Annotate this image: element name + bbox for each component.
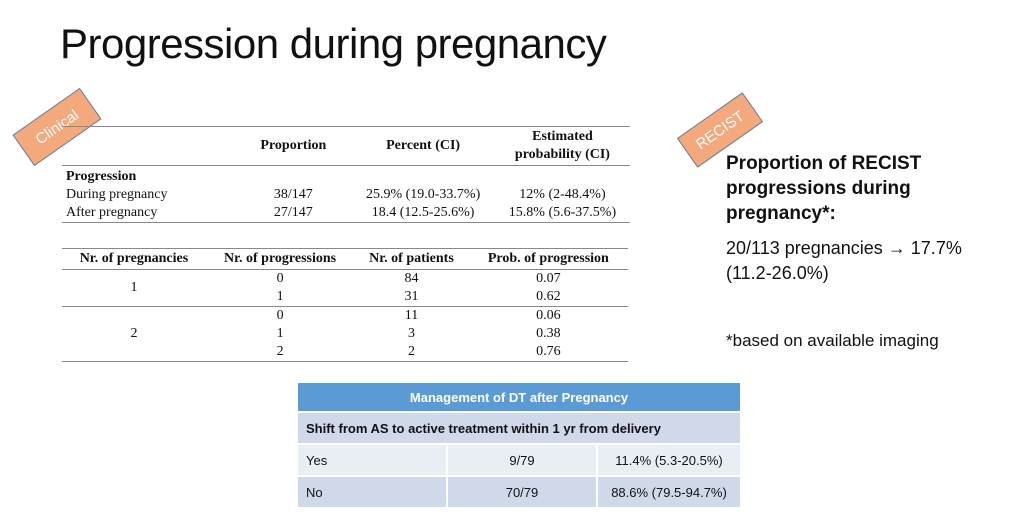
group-pregnancies: 1: [62, 269, 206, 307]
cell-progressions: 0: [276, 308, 284, 323]
row-percent: 11.4% (5.3-20.5%): [596, 443, 742, 477]
row-proportion: 27/147: [273, 205, 313, 220]
row-percent: 25.9% (19.0-33.7%): [365, 187, 481, 202]
cell-patients: 84: [404, 271, 419, 286]
section-label: Progression: [66, 169, 137, 184]
row-estimated: 15.8% (5.6-37.5%): [508, 205, 617, 220]
recist-value-line1: 20/113 pregnancies → 17.7%: [726, 238, 962, 258]
row-label: After pregnancy: [66, 205, 158, 220]
header-estimated: Estimated probability (CI): [494, 126, 630, 166]
row-fraction: 9/79: [446, 443, 598, 477]
row-percent: 88.6% (79.5-94.7%): [596, 475, 742, 509]
table-row: 1 3 0.38: [62, 325, 628, 343]
section-row: Progression: [62, 166, 630, 187]
row-percent: 18.4 (12.5-25.6%): [371, 205, 475, 220]
cell-patients: 11: [404, 308, 419, 323]
slide-title: Progression during pregnancy: [60, 20, 607, 67]
table-row: After pregnancy 27/147 18.4 (12.5-25.6%)…: [62, 204, 630, 223]
cell-prob: 0.38: [536, 326, 561, 341]
row-label: During pregnancy: [66, 187, 168, 202]
table-header-row: Nr. of pregnancies Nr. of progressions N…: [62, 248, 628, 270]
cell-prob: 0.06: [536, 308, 561, 323]
cell-patients: 3: [407, 326, 415, 341]
table-row: 2 2 0.76: [62, 343, 628, 362]
header-blank: [62, 126, 236, 166]
cell-prob: 0.62: [468, 288, 628, 307]
cell-prob: 0.07: [536, 271, 561, 286]
recist-value-line2: (11.2-26.0%): [726, 263, 829, 283]
clinical-progression-table: Proportion Percent (CI) Estimated probab…: [62, 126, 630, 223]
table-row: 1 31 0.62: [62, 288, 628, 307]
recist-heading: Proportion of RECIST progressions during…: [726, 153, 922, 224]
group-pregnancies: 2: [130, 326, 138, 341]
management-title: Management of DT after Pregnancy: [296, 381, 742, 413]
recist-value: 20/113 pregnancies → 17.7% (11.2-26.0%): [726, 236, 1016, 286]
table-row: 2 0 11 0.06: [62, 307, 628, 341]
management-title-row: Management of DT after Pregnancy: [296, 381, 742, 413]
header-patients: Nr. of patients: [354, 248, 469, 270]
header-progressions: Nr. of progressions: [205, 248, 355, 270]
management-table: Management of DT after Pregnancy Shift f…: [296, 381, 742, 509]
cell-prob: 0.76: [536, 344, 561, 359]
table-header-row: Proportion Percent (CI) Estimated probab…: [62, 126, 630, 166]
cell-progressions: 1: [205, 288, 355, 307]
header-percent: Percent (CI): [351, 126, 495, 166]
header-prob: Prob. of progression: [468, 248, 628, 270]
header-proportion: Proportion: [235, 126, 352, 166]
cell-patients: 2: [407, 344, 415, 359]
management-subtitle-row: Shift from AS to active treatment within…: [296, 411, 742, 445]
table-row: 1 0 84 0.07: [62, 269, 628, 307]
header-pregnancies: Nr. of pregnancies: [62, 248, 206, 270]
management-subtitle: Shift from AS to active treatment within…: [296, 411, 742, 445]
row-label: No: [296, 475, 448, 509]
cell-progressions: 2: [276, 344, 284, 359]
cell-progressions: 0: [276, 271, 284, 286]
cell-patients: 31: [354, 288, 469, 307]
pregnancy-progression-table: Nr. of pregnancies Nr. of progressions N…: [62, 248, 628, 362]
row-estimated: 12% (2-48.4%): [519, 187, 606, 202]
row-label: Yes: [296, 443, 448, 477]
row-proportion: 38/147: [273, 187, 313, 202]
table-row: During pregnancy 38/147 25.9% (19.0-33.7…: [62, 186, 630, 204]
table-row: No 70/79 88.6% (79.5-94.7%): [296, 475, 742, 509]
table-row: Yes 9/79 11.4% (5.3-20.5%): [296, 443, 742, 477]
recist-footnote: *based on available imaging: [726, 331, 939, 350]
row-fraction: 70/79: [446, 475, 598, 509]
recist-tag-label: RECIST: [692, 107, 748, 153]
cell-progressions: 1: [276, 326, 284, 341]
